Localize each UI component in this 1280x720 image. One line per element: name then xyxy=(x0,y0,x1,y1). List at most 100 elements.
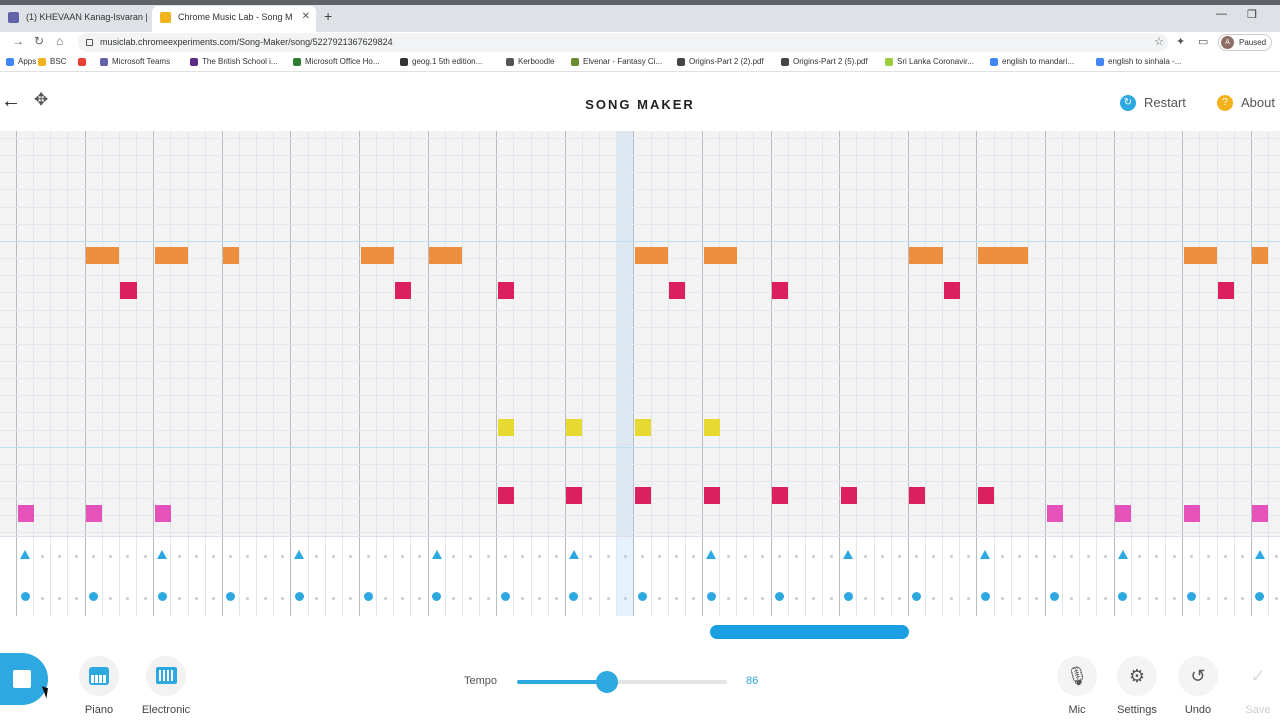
percussion-empty-cell[interactable] xyxy=(1275,555,1279,558)
percussion-empty-cell[interactable] xyxy=(212,597,216,600)
percussion-empty-cell[interactable] xyxy=(177,597,181,600)
profile-button[interactable]: A Paused xyxy=(1218,34,1272,51)
melody-note[interactable] xyxy=(634,418,652,436)
restart-button[interactable]: ↻ Restart xyxy=(1120,95,1186,111)
percussion-empty-cell[interactable] xyxy=(1052,555,1056,558)
percussion-empty-cell[interactable] xyxy=(143,597,147,600)
percussion-empty-cell[interactable] xyxy=(126,555,130,558)
extensions-icon[interactable]: ✦ xyxy=(1176,36,1186,48)
percussion-circle-note[interactable] xyxy=(912,592,922,601)
percussion-empty-cell[interactable] xyxy=(589,597,593,600)
percussion-empty-cell[interactable] xyxy=(349,597,353,600)
percussion-empty-cell[interactable] xyxy=(538,597,541,600)
bookmark-item[interactable]: Elvenar - Fantasy Ci... xyxy=(571,57,662,66)
undo-button[interactable]: ↺ Undo xyxy=(1168,656,1228,716)
bookmark-item[interactable]: Sri Lanka Coronavir... xyxy=(885,57,974,66)
save-button[interactable]: ✓ Save xyxy=(1228,656,1280,716)
melody-note[interactable] xyxy=(120,281,137,299)
percussion-empty-cell[interactable] xyxy=(246,597,250,600)
percussion-empty-cell[interactable] xyxy=(212,555,216,558)
melody-note[interactable] xyxy=(497,487,514,505)
bookmark-item[interactable]: Origins-Part 2 (2).pdf xyxy=(677,57,764,66)
percussion-empty-cell[interactable] xyxy=(1035,597,1039,600)
percussion-circle-note[interactable] xyxy=(980,592,990,601)
percussion-empty-cell[interactable] xyxy=(1189,555,1193,558)
settings-button[interactable]: ⚙ Settings xyxy=(1107,656,1167,716)
percussion-empty-cell[interactable] xyxy=(555,597,559,600)
stop-button[interactable] xyxy=(0,653,48,705)
percussion-empty-cell[interactable] xyxy=(280,597,284,600)
melody-note[interactable] xyxy=(566,418,583,436)
mic-button[interactable]: 🎙 Mic xyxy=(1047,656,1107,716)
percussion-empty-cell[interactable] xyxy=(1206,555,1210,558)
percussion-circle-note[interactable] xyxy=(226,592,236,601)
percussion-empty-cell[interactable] xyxy=(1018,597,1022,600)
percussion-empty-cell[interactable] xyxy=(520,597,524,600)
percussion-empty-cell[interactable] xyxy=(966,555,970,558)
percussion-circle-note[interactable] xyxy=(1118,592,1128,601)
percussion-empty-cell[interactable] xyxy=(623,597,627,600)
percussion-empty-cell[interactable] xyxy=(898,555,902,558)
percussion-circle-note[interactable] xyxy=(775,592,785,601)
percussion-empty-cell[interactable] xyxy=(246,555,250,558)
percussion-empty-cell[interactable] xyxy=(503,555,507,558)
melody-note[interactable] xyxy=(497,418,514,436)
percussion-triangle-note[interactable] xyxy=(706,550,716,559)
percussion-circle-note[interactable] xyxy=(294,592,304,601)
electronic-instrument-button[interactable]: Electronic xyxy=(131,656,201,716)
melody-note[interactable] xyxy=(17,504,34,522)
scrollbar-thumb[interactable] xyxy=(710,625,909,639)
melody-note[interactable] xyxy=(566,487,583,505)
percussion-empty-cell[interactable] xyxy=(332,555,336,558)
percussion-empty-cell[interactable] xyxy=(675,597,679,600)
bookmark-item[interactable]: english to mandari... xyxy=(990,57,1074,66)
percussion-triangle-note[interactable] xyxy=(431,550,442,559)
percussion-circle-note[interactable] xyxy=(843,592,853,601)
percussion-empty-cell[interactable] xyxy=(1138,555,1142,558)
percussion-empty-cell[interactable] xyxy=(743,555,747,558)
percussion-circle-note[interactable] xyxy=(157,592,167,601)
bookmark-item[interactable]: Microsoft Office Ho... xyxy=(293,57,380,66)
percussion-empty-cell[interactable] xyxy=(760,597,764,600)
percussion-empty-cell[interactable] xyxy=(1103,555,1107,558)
percussion-empty-cell[interactable] xyxy=(520,555,524,558)
percussion-empty-cell[interactable] xyxy=(932,555,936,558)
percussion-empty-cell[interactable] xyxy=(1155,555,1159,558)
url-field[interactable]: musiclab.chromeexperiments.com/Song-Make… xyxy=(78,33,1168,52)
browser-tab-teams[interactable]: (1) KHEVAAN Kanag-Isvaran | Mi xyxy=(0,6,150,32)
percussion-empty-cell[interactable] xyxy=(1224,597,1227,600)
percussion-empty-cell[interactable] xyxy=(452,555,456,558)
percussion-empty-cell[interactable] xyxy=(1172,597,1176,600)
percussion-empty-cell[interactable] xyxy=(1172,555,1176,558)
percussion-empty-cell[interactable] xyxy=(692,555,696,558)
percussion-empty-cell[interactable] xyxy=(263,597,267,600)
bookmark-item[interactable]: Apps xyxy=(6,57,36,66)
percussion-empty-cell[interactable] xyxy=(486,597,490,600)
percussion-empty-cell[interactable] xyxy=(675,555,679,558)
percussion-empty-cell[interactable] xyxy=(726,555,730,558)
percussion-empty-cell[interactable] xyxy=(863,555,867,558)
bookmark-star-icon[interactable]: ☆ xyxy=(1154,36,1164,48)
percussion-circle-note[interactable] xyxy=(89,592,99,601)
melody-note[interactable] xyxy=(909,487,926,505)
percussion-empty-cell[interactable] xyxy=(109,555,113,558)
melody-note[interactable] xyxy=(703,247,737,265)
bookmark-item[interactable]: geog.1 5th edition... xyxy=(400,57,482,66)
percussion-empty-cell[interactable] xyxy=(315,555,319,558)
melody-note[interactable] xyxy=(703,487,720,505)
percussion-empty-cell[interactable] xyxy=(469,555,473,558)
percussion-empty-cell[interactable] xyxy=(332,597,336,600)
percussion-empty-cell[interactable] xyxy=(195,555,198,558)
percussion-empty-cell[interactable] xyxy=(949,597,953,600)
percussion-empty-cell[interactable] xyxy=(280,555,284,558)
percussion-empty-cell[interactable] xyxy=(743,597,747,600)
browser-tab-song-maker[interactable]: Chrome Music Lab - Song M ✕ xyxy=(152,6,316,32)
percussion-empty-cell[interactable] xyxy=(177,555,181,558)
melody-note[interactable] xyxy=(1252,247,1269,265)
percussion-circle-note[interactable] xyxy=(363,592,373,601)
percussion-empty-cell[interactable] xyxy=(1018,555,1022,558)
percussion-empty-cell[interactable] xyxy=(400,555,404,558)
percussion-triangle-note[interactable] xyxy=(980,550,991,559)
percussion-empty-cell[interactable] xyxy=(640,555,644,558)
melody-note[interactable] xyxy=(634,487,652,505)
